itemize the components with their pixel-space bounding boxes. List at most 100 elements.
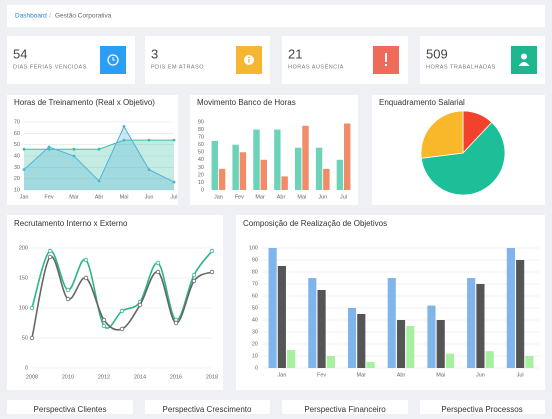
bar	[445, 353, 455, 368]
panel	[190, 95, 358, 205]
point	[22, 147, 26, 151]
point	[29, 305, 35, 311]
y-tick-label: 50	[14, 142, 20, 148]
point	[47, 254, 53, 260]
y-tick-label: 50	[252, 305, 258, 311]
point	[147, 138, 151, 142]
point	[155, 269, 161, 275]
x-tick-label: 2012	[98, 374, 110, 380]
bar	[344, 123, 351, 190]
bar	[366, 362, 375, 368]
x-tick-label: Abr	[95, 194, 104, 200]
bar	[302, 125, 309, 190]
x-tick-label: Jun	[318, 194, 327, 200]
perspective-title: Perspectiva Clientes	[34, 405, 107, 414]
x-tick-label: Mar	[69, 194, 79, 200]
point	[22, 168, 26, 172]
y-tick-label: 30	[252, 329, 258, 335]
bar	[315, 147, 323, 190]
breadcrumb-bar	[7, 5, 545, 27]
y-tick-label: 0	[255, 365, 258, 371]
breadcrumb-link[interactable]: Dashboard	[15, 13, 47, 20]
point	[172, 180, 176, 184]
point	[47, 145, 51, 149]
point	[97, 147, 101, 151]
x-tick-label: Mar	[357, 372, 367, 378]
y-tick-label: 60	[198, 142, 204, 148]
y-tick-label: 10	[252, 353, 258, 359]
y-tick-label: 50	[22, 335, 28, 341]
area	[24, 126, 174, 190]
y-tick-label: 20	[252, 341, 258, 347]
kpi-value: 21	[288, 46, 302, 61]
icon-clock	[100, 46, 126, 74]
y-tick-label: 80	[252, 269, 258, 275]
point	[101, 317, 107, 323]
x-tick-label: Jan	[214, 194, 223, 200]
bar	[287, 350, 296, 368]
x-tick-label: 2016	[170, 374, 182, 380]
y-tick-label: 40	[198, 157, 204, 163]
bar	[357, 314, 366, 368]
y-tick-label: 60	[252, 293, 258, 299]
chart-title: Enquadramento Salarial	[379, 98, 465, 107]
y-tick-label: 80	[198, 127, 204, 133]
bar	[218, 168, 226, 190]
point	[72, 154, 76, 158]
chart-title: Composição de Realização de Objetivos	[243, 219, 387, 228]
breadcrumb-current: Gestão Corporativa	[55, 13, 112, 20]
y-tick-label: 20	[198, 172, 204, 178]
x-tick-label: Mai	[297, 194, 306, 200]
point	[209, 269, 215, 275]
panel	[7, 95, 178, 205]
area	[24, 140, 174, 190]
kpi-value: 54	[13, 46, 27, 61]
bar	[347, 308, 357, 368]
point	[122, 138, 126, 142]
y-tick-label: 10	[14, 187, 20, 193]
bar	[506, 248, 515, 368]
bar	[476, 284, 485, 368]
chart-title: Horas de Treinamento (Real x Objetivo)	[14, 98, 155, 107]
bar	[253, 129, 260, 190]
point	[101, 323, 107, 329]
bar	[336, 159, 344, 190]
y-tick-label: 10	[198, 180, 204, 186]
bar	[485, 351, 494, 368]
bar	[387, 278, 396, 368]
x-tick-label: Mar	[255, 194, 265, 200]
bar	[294, 147, 302, 190]
y-tick-label: 0	[201, 187, 204, 193]
point	[137, 302, 143, 308]
y-tick-label: 150	[19, 275, 28, 281]
point	[191, 278, 197, 284]
bar	[211, 140, 218, 190]
x-tick-label: Jul	[170, 194, 177, 200]
y-tick-label: 30	[198, 165, 204, 171]
point	[65, 287, 71, 293]
y-tick-label: 20	[14, 176, 20, 182]
y-tick-label: 40	[252, 317, 258, 323]
x-tick-label: Fev	[235, 194, 244, 200]
x-tick-label: Jul	[517, 372, 524, 378]
bar	[268, 248, 277, 368]
x-tick-label: Jul	[340, 194, 347, 200]
point	[191, 272, 197, 278]
x-tick-label: Fev	[317, 372, 326, 378]
bar	[516, 260, 525, 368]
x-tick-label: Jan	[20, 194, 29, 200]
y-tick-label: 100	[19, 305, 28, 311]
bar	[326, 356, 335, 368]
x-tick-label: Abr	[277, 194, 286, 200]
x-tick-label: Jan	[277, 372, 286, 378]
x-tick-label: Fev	[44, 194, 53, 200]
bar	[406, 326, 415, 368]
bar	[281, 176, 288, 190]
icon-alert	[373, 46, 399, 74]
x-tick-label: Mai	[436, 372, 445, 378]
point	[119, 308, 125, 314]
perspective-title: Perspectiva Processos	[441, 405, 522, 414]
point	[122, 125, 126, 128]
y-tick-label: 30	[14, 165, 20, 171]
